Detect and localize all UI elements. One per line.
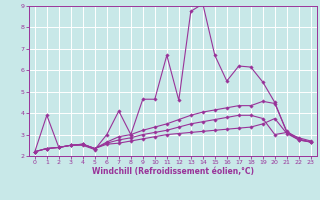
X-axis label: Windchill (Refroidissement éolien,°C): Windchill (Refroidissement éolien,°C) (92, 167, 254, 176)
